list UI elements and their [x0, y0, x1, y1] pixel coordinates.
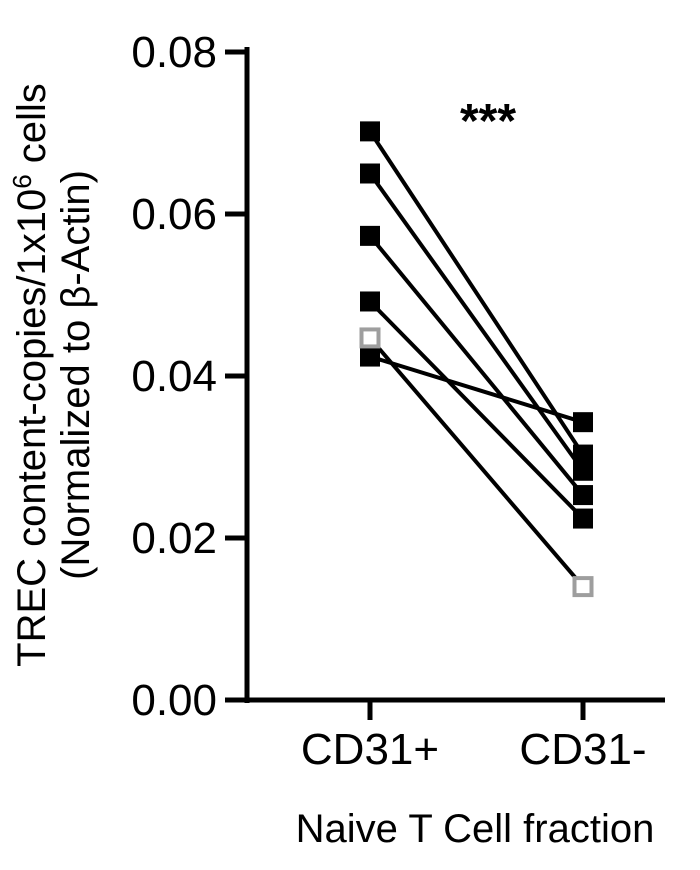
data-point	[359, 327, 381, 349]
data-point	[572, 576, 594, 598]
data-point	[360, 291, 380, 312]
data-point	[360, 163, 380, 184]
data-point	[573, 460, 593, 481]
plot-area: 0.00 0.02 0.04 0.06 0.08 CD31+ CD31-	[131, 28, 665, 774]
y-tick-label: 0.04	[131, 352, 217, 401]
y-axis-title-line1: TREC content-copies/1x106 cells	[7, 83, 54, 667]
series-lines	[368, 130, 585, 588]
y-ticks: 0.00 0.02 0.04 0.06 0.08	[131, 28, 247, 725]
y-axis-title: TREC content-copies/1x106 cells (Normali…	[7, 83, 98, 667]
series-line	[368, 336, 585, 588]
data-point	[360, 225, 380, 246]
data-point	[573, 485, 593, 506]
x-tick-label: CD31-	[519, 725, 646, 774]
series-line	[368, 234, 585, 497]
data-point	[573, 508, 593, 529]
y-tick-label: 0.02	[131, 514, 217, 563]
x-tick-label: CD31+	[301, 725, 439, 774]
y-tick-label: 0.06	[131, 190, 217, 239]
series-line	[368, 300, 585, 520]
significance-annotation: ***	[460, 95, 516, 148]
series-line	[368, 172, 585, 472]
y-tick-label: 0.08	[131, 28, 217, 77]
data-point	[360, 346, 380, 367]
data-point	[573, 444, 593, 465]
series-line	[369, 354, 584, 425]
data-point	[573, 412, 593, 433]
data-point	[360, 121, 380, 142]
series-line	[368, 130, 585, 456]
series-points	[359, 121, 594, 598]
y-axis-title-line2: (Normalized to β-Actin)	[54, 170, 98, 580]
y-tick-label: 0.00	[131, 676, 217, 725]
x-ticks: CD31+ CD31-	[301, 700, 647, 774]
x-axis-title: Naive T Cell fraction	[296, 807, 655, 851]
y-axis-title-superscript: 6	[7, 174, 37, 188]
